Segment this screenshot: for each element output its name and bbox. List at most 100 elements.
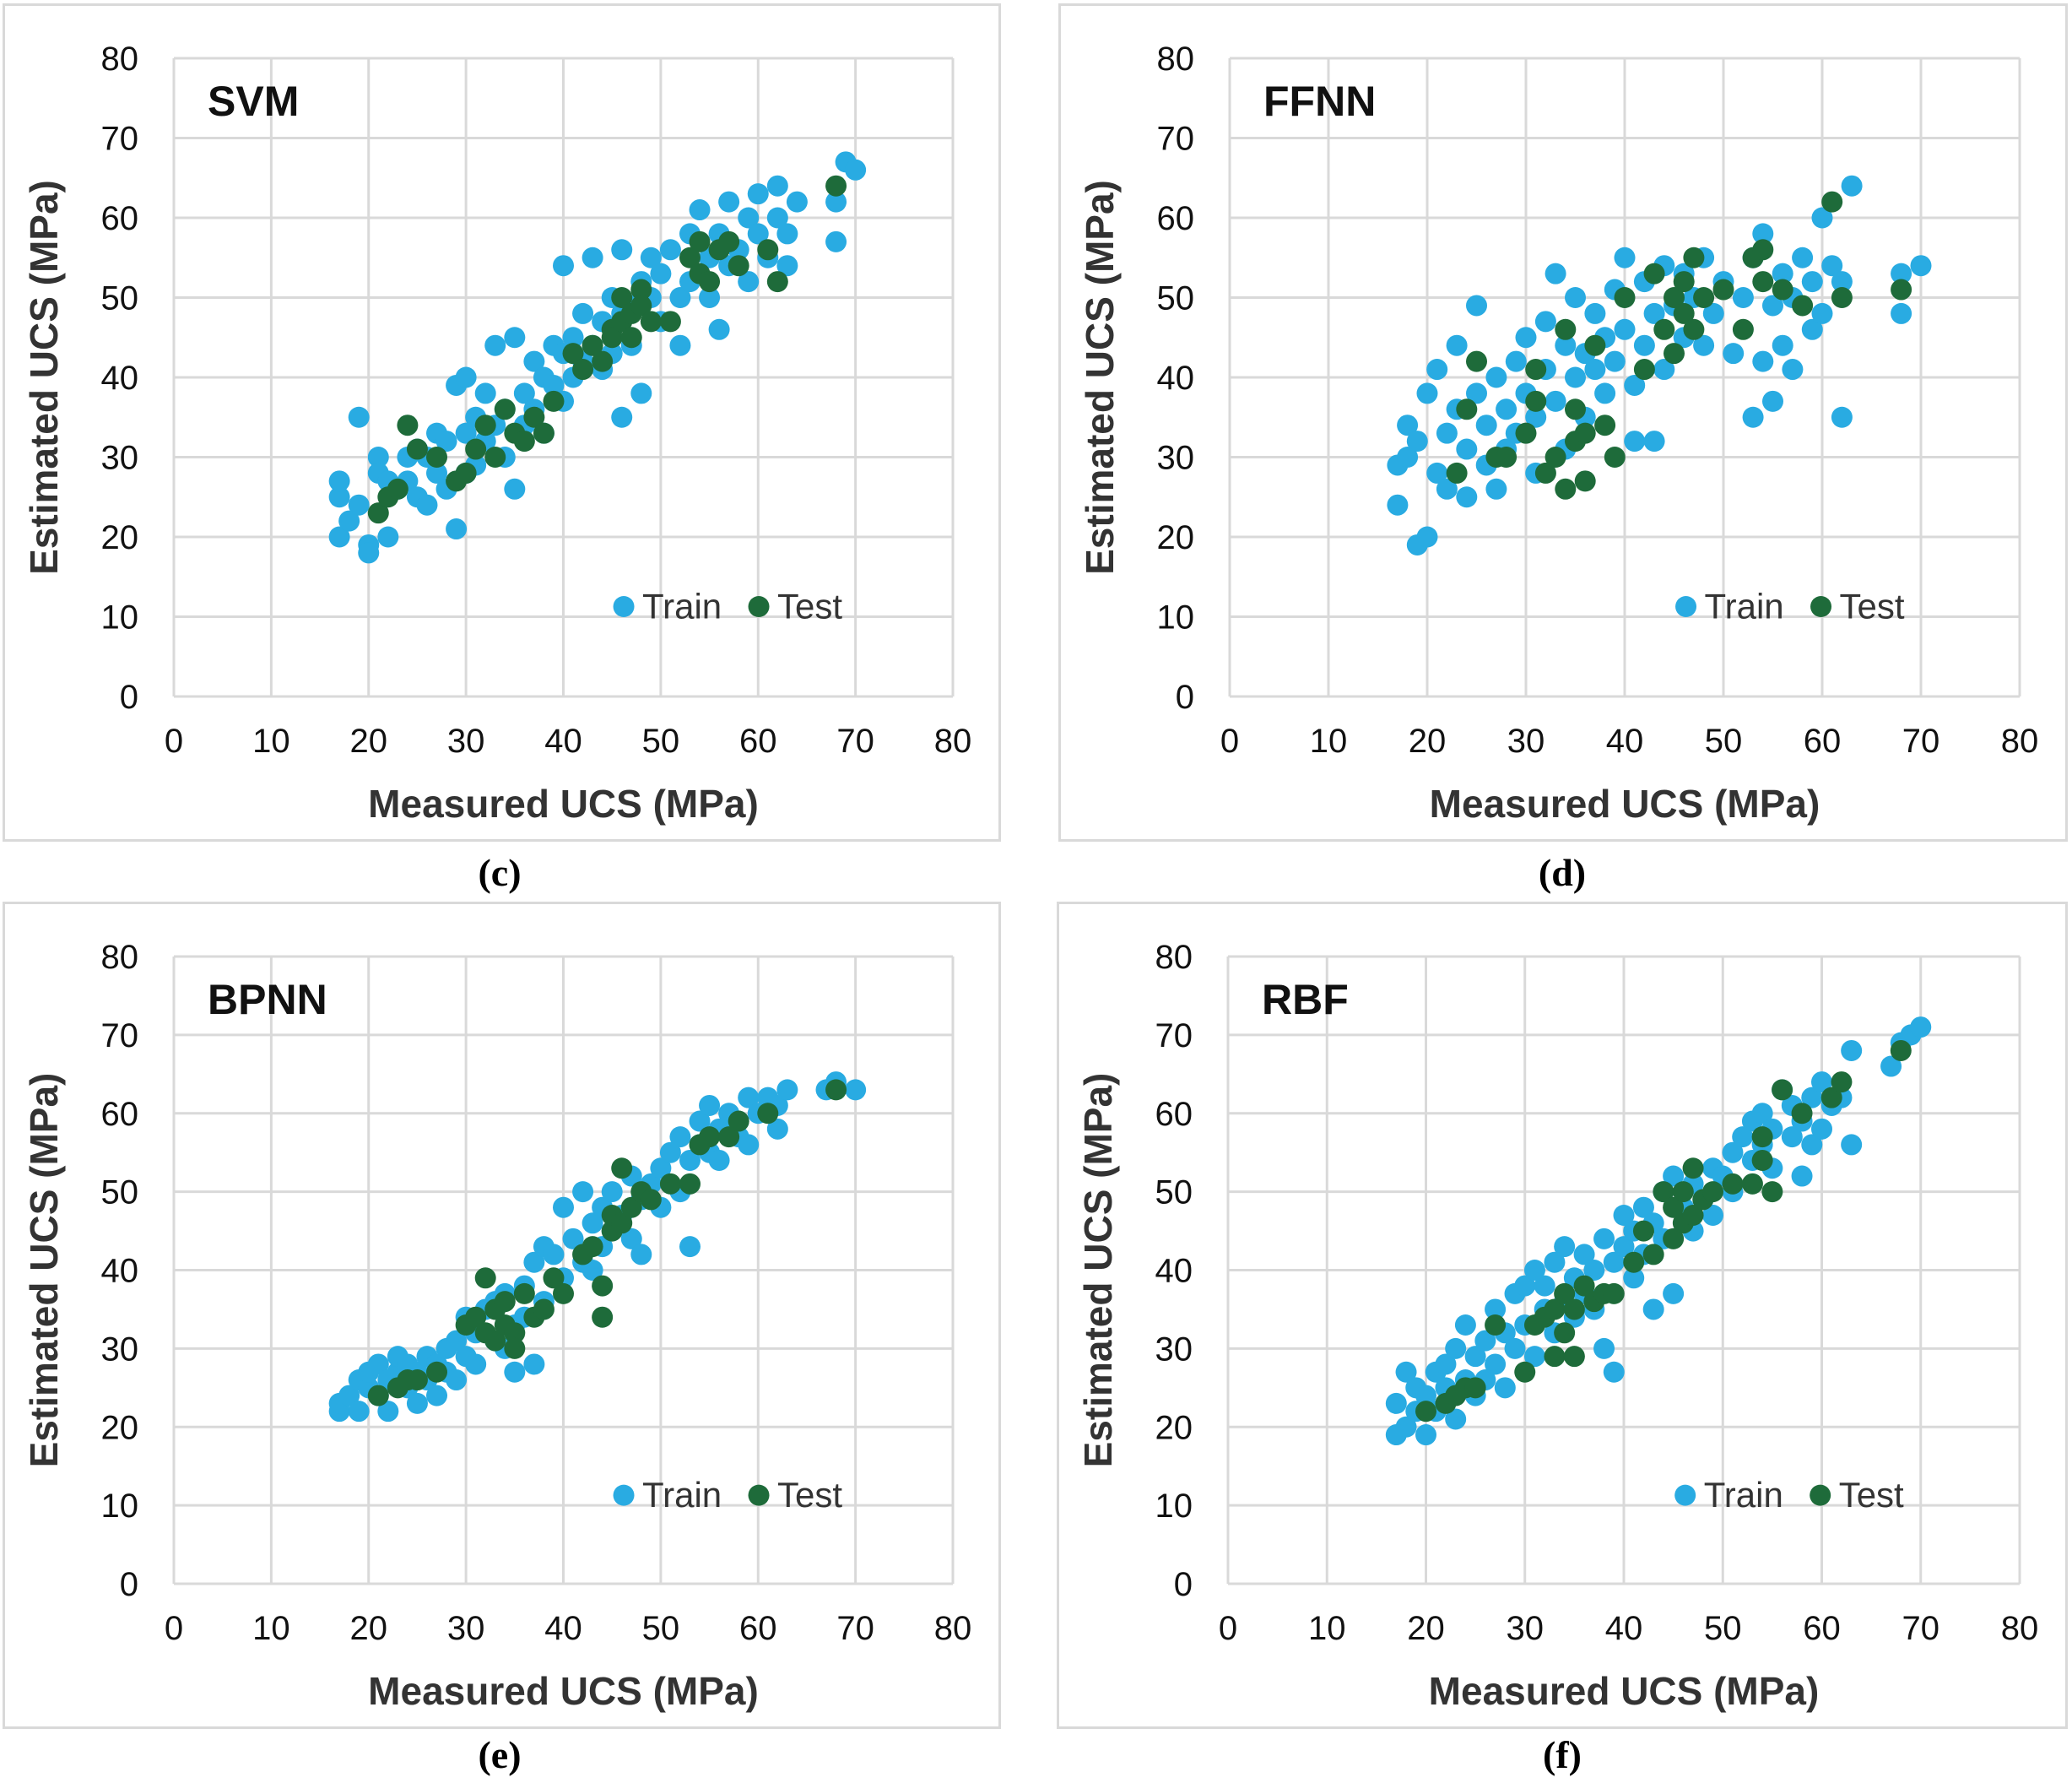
test-point bbox=[367, 502, 389, 524]
test-point bbox=[494, 1291, 516, 1313]
test-point bbox=[1633, 359, 1655, 381]
test-point bbox=[484, 1330, 506, 1352]
y-axis-title: Estimated UCS (MPa) bbox=[1078, 180, 1122, 575]
train-point bbox=[1395, 1361, 1417, 1383]
y-tick-label: 40 bbox=[1157, 360, 1195, 397]
train-point bbox=[1752, 223, 1774, 245]
train-point bbox=[1702, 1204, 1724, 1226]
train-point bbox=[562, 1228, 584, 1249]
test-point bbox=[1673, 302, 1695, 324]
test-point bbox=[1554, 1282, 1576, 1304]
x-tick-label: 80 bbox=[934, 1610, 972, 1647]
x-tick-label: 50 bbox=[1704, 1610, 1742, 1647]
train-point bbox=[1534, 1275, 1555, 1297]
legend-test-marker bbox=[1810, 596, 1832, 617]
train-point bbox=[1544, 1251, 1566, 1273]
test-point bbox=[1515, 422, 1537, 444]
train-point bbox=[1554, 1236, 1576, 1258]
train-point bbox=[1623, 1267, 1645, 1289]
y-tick-label: 30 bbox=[1155, 1330, 1193, 1368]
train-point bbox=[1781, 1126, 1803, 1148]
train-point bbox=[348, 406, 370, 428]
test-point bbox=[1653, 318, 1675, 340]
y-tick-label: 30 bbox=[1157, 440, 1195, 477]
train-point bbox=[1584, 302, 1606, 324]
train-point bbox=[1456, 438, 1478, 460]
chart-title: SVM bbox=[208, 78, 299, 125]
train-point bbox=[1762, 295, 1783, 317]
test-point bbox=[718, 230, 740, 252]
train-point bbox=[1466, 295, 1487, 317]
train-point bbox=[776, 255, 798, 277]
train-point bbox=[1891, 302, 1912, 324]
train-point bbox=[1792, 247, 1814, 268]
train-point bbox=[1426, 359, 1448, 381]
train-point bbox=[669, 334, 691, 356]
x-tick-label: 20 bbox=[1409, 723, 1447, 760]
train-point bbox=[1762, 390, 1783, 412]
train-point bbox=[1464, 1346, 1486, 1368]
y-tick-label: 60 bbox=[101, 1096, 139, 1133]
test-point bbox=[1525, 390, 1547, 412]
train-point bbox=[1811, 1118, 1832, 1140]
train-point bbox=[1624, 431, 1646, 453]
test-point bbox=[1672, 1181, 1694, 1203]
train-point bbox=[620, 1228, 642, 1249]
x-tick-label: 60 bbox=[1804, 723, 1842, 760]
train-point bbox=[1504, 1337, 1526, 1359]
train-point bbox=[572, 1181, 594, 1203]
train-point bbox=[406, 1392, 428, 1414]
train-point bbox=[1454, 1314, 1476, 1336]
y-tick-label: 10 bbox=[1155, 1488, 1193, 1525]
x-tick-label: 40 bbox=[1606, 723, 1644, 760]
train-point bbox=[1545, 263, 1566, 285]
train-point bbox=[504, 478, 526, 500]
x-tick-label: 50 bbox=[642, 723, 680, 760]
test-point bbox=[1663, 1196, 1685, 1218]
test-point bbox=[699, 271, 721, 293]
test-point bbox=[543, 390, 565, 412]
test-point bbox=[592, 1306, 614, 1328]
test-point bbox=[1722, 1173, 1744, 1195]
test-point bbox=[679, 1173, 701, 1195]
test-point bbox=[1544, 1346, 1566, 1368]
test-point bbox=[1831, 1071, 1853, 1093]
test-point bbox=[533, 422, 555, 444]
test-point bbox=[640, 311, 662, 333]
test-point bbox=[1702, 1181, 1724, 1203]
x-tick-label: 0 bbox=[165, 723, 183, 760]
train-point bbox=[1494, 1377, 1516, 1399]
train-point bbox=[1426, 462, 1448, 484]
test-point bbox=[1682, 1157, 1704, 1179]
test-point bbox=[1574, 422, 1596, 444]
chart-panel-rbf: 0 10 20 30 40 50 60 70 80 0 10 20 30 40 50 60 70 80 Measur… bbox=[1057, 902, 2068, 1729]
y-tick-label: 0 bbox=[120, 1566, 138, 1603]
train-point bbox=[1663, 1165, 1685, 1187]
train-point bbox=[738, 207, 760, 229]
train-point bbox=[1801, 1087, 1823, 1108]
train-point bbox=[1485, 366, 1507, 388]
train-point bbox=[1525, 406, 1547, 428]
test-point bbox=[1642, 1244, 1664, 1265]
x-tick-label: 70 bbox=[1902, 723, 1940, 760]
train-point bbox=[484, 334, 506, 356]
test-point bbox=[1693, 287, 1715, 308]
test-point bbox=[1683, 247, 1705, 268]
train-point bbox=[523, 1251, 545, 1273]
scatter-chart-rbf: 0 10 20 30 40 50 60 70 80 0 10 20 30 40 50 60 70 80 Measur… bbox=[1076, 939, 2038, 1713]
train-point bbox=[1415, 1385, 1436, 1406]
train-point bbox=[1415, 1424, 1436, 1446]
test-point bbox=[426, 1361, 448, 1383]
train-point bbox=[1583, 1260, 1605, 1281]
train-point bbox=[1416, 382, 1438, 404]
x-tick-label: 80 bbox=[2001, 723, 2039, 760]
test-point bbox=[406, 1369, 428, 1391]
test-point bbox=[620, 1196, 642, 1218]
train-point bbox=[1643, 302, 1665, 324]
train-point bbox=[1436, 422, 1458, 444]
test-point bbox=[1456, 398, 1478, 420]
train-point bbox=[1593, 1228, 1615, 1249]
test-point bbox=[1820, 1087, 1842, 1108]
train-point bbox=[1613, 1204, 1635, 1226]
x-tick-label: 0 bbox=[1219, 1610, 1237, 1647]
